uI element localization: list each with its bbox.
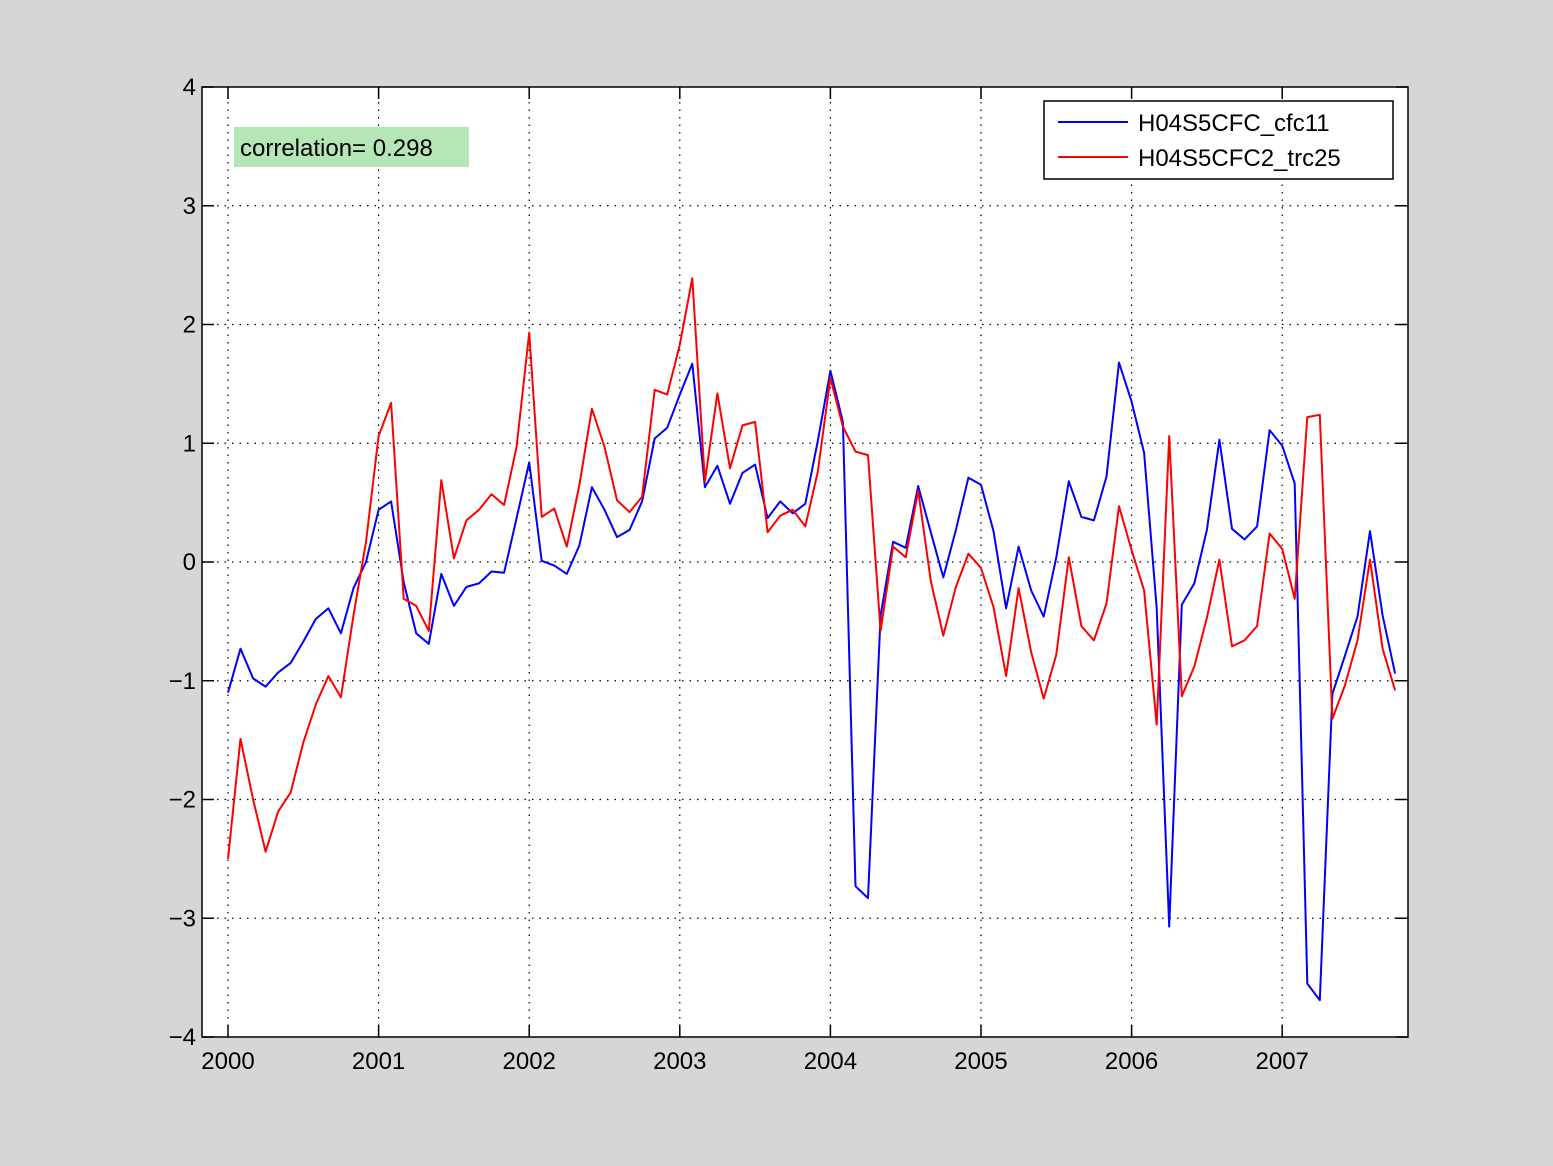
x-tick-label: 2007 [1256,1048,1309,1075]
y-tick-label: −3 [169,905,196,932]
annotation-background [234,127,469,167]
legend: H04S5CFC_cfc11 H04S5CFC2_trc25 [1043,100,1394,180]
grid-lines [202,87,1408,1037]
x-tick-labels: 2000 2001 2002 2003 2004 2005 2006 2007 [201,1048,1309,1075]
y-tick-label: 1 [183,430,196,457]
x-tick-label: 2005 [954,1048,1007,1075]
x-tick-label: 2003 [653,1048,706,1075]
series-lines [227,277,1397,1002]
y-tick-label: 3 [183,193,196,220]
x-tick-label: 2001 [352,1048,405,1075]
x-tick-label: 2006 [1105,1048,1158,1075]
x-tick-label: 2002 [503,1048,556,1075]
x-tick-label: 2004 [804,1048,857,1075]
correlation-annotation: correlation= 0.298 [234,127,469,167]
legend-box [1043,100,1394,180]
axis-ticks [202,86,1408,1038]
y-tick-label: −1 [169,668,196,695]
y-tick-label: −4 [169,1024,196,1051]
y-tick-labels: −4 −3 −2 −1 0 1 2 3 4 [169,74,196,1051]
annotation-text: correlation= 0.298 [240,135,433,162]
y-tick-label: 0 [183,549,196,576]
legend-label-trc25: H04S5CFC2_trc25 [1138,145,1341,172]
series-line-trc25 [227,277,1397,860]
y-tick-label: −2 [169,787,196,814]
legend-label-cfc11: H04S5CFC_cfc11 [1138,110,1330,137]
series-line-cfc11 [227,361,1397,1002]
x-tick-label: 2000 [201,1048,254,1075]
y-tick-label: 2 [183,312,196,339]
y-tick-label: 4 [183,74,196,101]
